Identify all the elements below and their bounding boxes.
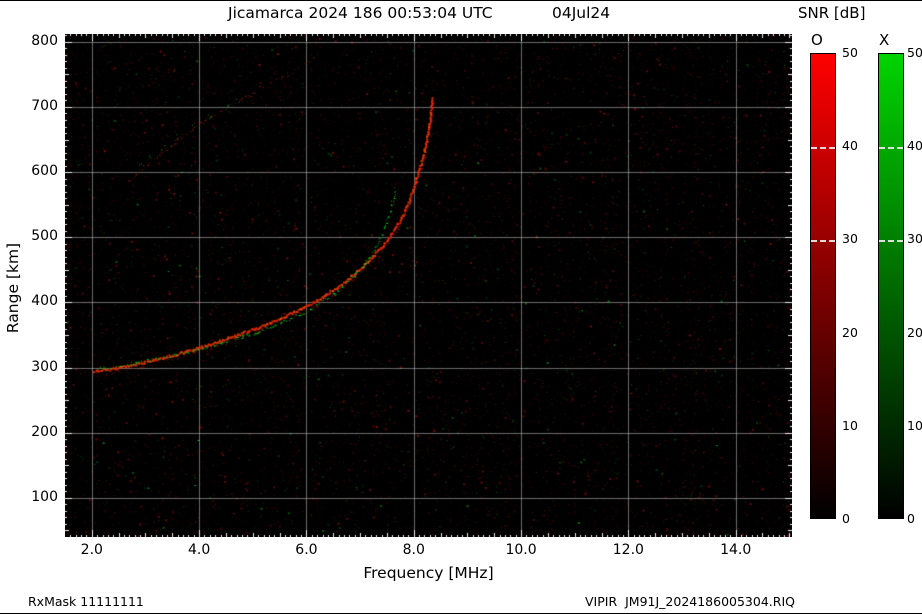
o-colorbar-tick-label: 50 — [842, 45, 858, 60]
colorbar-title: SNR [dB] — [798, 4, 866, 22]
o-colorbar-dashed-tick — [811, 147, 835, 150]
x-colorbar-tick-label: 0 — [907, 511, 915, 526]
y-tick-label: 500 — [31, 228, 58, 245]
x-tick-label: 8.0 — [402, 542, 425, 558]
y-tick-label: 700 — [31, 97, 58, 114]
x-tick-label: 2.0 — [80, 542, 103, 558]
x-mode-colorbar — [878, 53, 904, 519]
o-colorbar-tick-label: 20 — [842, 324, 858, 340]
o-colorbar-tick-label: 30 — [842, 231, 858, 247]
o-colorbar-dashed-tick — [811, 240, 835, 243]
rx-mask-label: RxMask 11111111 — [28, 594, 144, 609]
y-tick-label: 400 — [31, 293, 58, 310]
x-axis-label: Frequency [MHz] — [363, 564, 494, 582]
x-colorbar-tick-label: 50 — [907, 45, 922, 60]
x-colorbar-tick-label: 40 — [907, 138, 922, 154]
y-tick-label: 300 — [31, 358, 58, 375]
x-colorbar-tick-label: 20 — [907, 324, 922, 340]
o-colorbar-tick-label: 10 — [842, 417, 858, 433]
x-tick-label: 4.0 — [187, 542, 211, 558]
y-tick-label: 200 — [31, 423, 58, 440]
x-colorbar-dashed-tick — [879, 147, 903, 150]
x-colorbar-tick-label: 30 — [907, 231, 922, 247]
x-tick-label: 6.0 — [295, 542, 318, 558]
x-tick-label: 12.0 — [612, 542, 644, 558]
plot-title: Jicamarca 2024 186 00:53:04 UTC — [228, 4, 493, 22]
o-colorbar-tick-label: 40 — [842, 138, 858, 154]
y-tick-label: 600 — [31, 163, 58, 180]
o-mode-label: O — [811, 31, 823, 49]
data-file-label: VIPIR JM91J_2024186005304.RIQ — [585, 594, 795, 609]
ionogram-plot-canvas — [65, 34, 792, 537]
x-colorbar-dashed-tick — [879, 240, 903, 243]
o-colorbar-tick-label: 0 — [842, 511, 850, 526]
plot-date: 04Jul24 — [552, 4, 611, 22]
x-mode-label: X — [879, 31, 890, 49]
o-mode-colorbar — [810, 53, 836, 519]
x-tick-label: 10.0 — [505, 542, 537, 558]
y-tick-label: 800 — [31, 32, 58, 49]
y-tick-label: 100 — [31, 488, 58, 505]
x-tick-label: 14.0 — [720, 542, 752, 558]
x-colorbar-tick-label: 10 — [907, 417, 922, 433]
